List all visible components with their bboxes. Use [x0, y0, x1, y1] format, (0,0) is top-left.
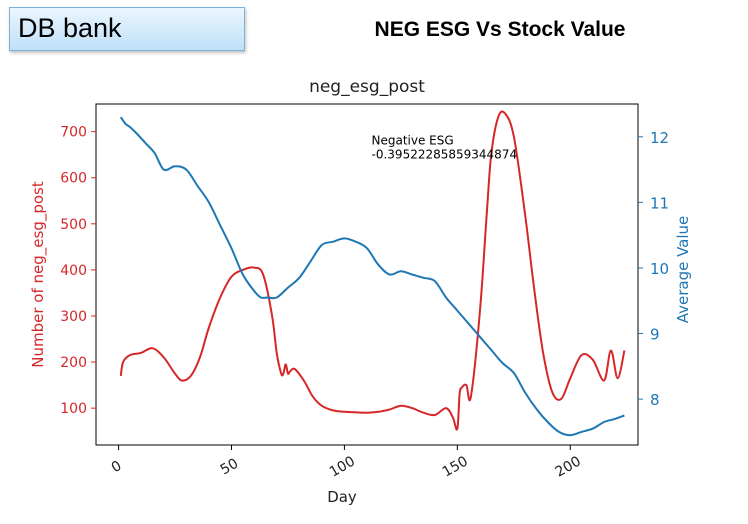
x-tick-label: 200 [553, 453, 584, 480]
y-right-tick-label: 12 [650, 129, 669, 147]
y-left-axis-label: Number of neg_esg_post [29, 181, 48, 368]
x-tick-label: 0 [109, 458, 125, 476]
annotation-label: Negative ESG [372, 134, 454, 148]
series-line-average-value [119, 116, 625, 437]
slide-title: NEG ESG Vs Stock Value [374, 18, 626, 41]
y-right-tick-label: 10 [650, 260, 669, 278]
bank-label-box: DB bank [9, 7, 245, 51]
bank-label: DB bank [18, 13, 122, 43]
series-line-neg-esg-post [119, 110, 626, 431]
y-left-tick-label: 700 [60, 125, 87, 141]
y-left-tick-label: 300 [60, 309, 87, 325]
y-left-tick-label: 100 [60, 401, 87, 417]
x-tick-label: 150 [440, 453, 471, 480]
y-left-tick-label: 600 [60, 171, 87, 187]
y-left-tick-label: 200 [60, 355, 87, 371]
y-left-tick-label: 400 [60, 263, 87, 279]
x-tick-label: 50 [218, 456, 241, 479]
y-right-tick-label: 9 [650, 326, 660, 344]
y-right-tick-label: 8 [650, 391, 660, 409]
plot-frame [95, 103, 639, 446]
y-right-tick-label: 11 [650, 194, 669, 212]
y-right-axis-label: Average Value [674, 216, 692, 324]
y-left-tick-label: 500 [60, 217, 87, 233]
x-axis-label: Day [327, 488, 357, 506]
x-tick-label: 100 [327, 453, 358, 480]
chart-title: neg_esg_post [309, 77, 425, 97]
annotation-value: -0.39522285859344874 [372, 148, 518, 162]
